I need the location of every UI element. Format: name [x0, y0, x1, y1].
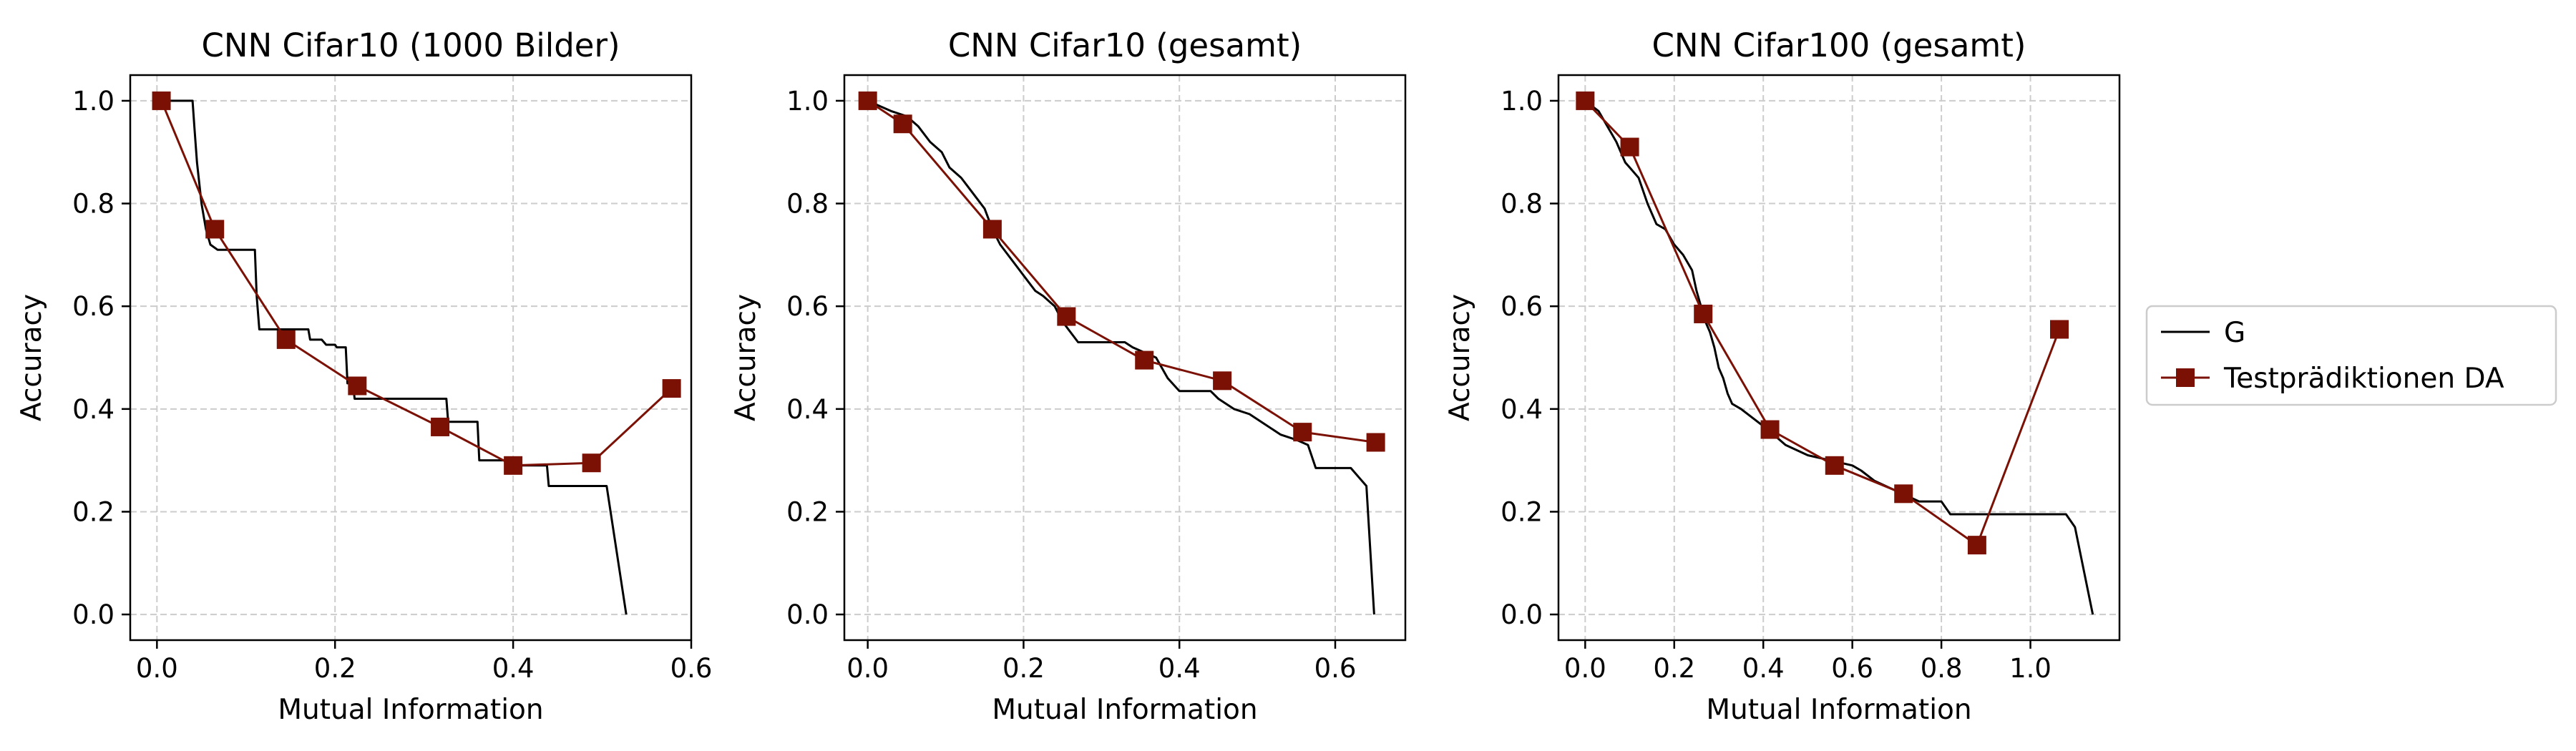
series-da-marker [1620, 137, 1639, 157]
x-tick-label: 0.0 [847, 653, 889, 684]
series-g-line [157, 99, 628, 615]
y-tick-label: 0.0 [786, 599, 829, 630]
legend-swatch-marker [2176, 368, 2195, 387]
plot-frame [843, 74, 1407, 642]
y-tick-label: 1.0 [786, 86, 829, 117]
series-da-marker [1366, 433, 1385, 452]
series-da-marker [982, 220, 1002, 239]
series-da-marker [504, 456, 523, 475]
chart-panel-1: 0.0 0.2 0.4 0.6 0.0 0.2 0.4 0.6 0.8 1.0 CNN Cifar1… [16, 26, 712, 726]
series-da-line [1584, 99, 2061, 546]
y-tick-label: 1.0 [1501, 86, 1543, 117]
x-axis-label: Mutual Information [1706, 694, 1971, 726]
series-da-marker [1694, 304, 1713, 323]
x-tick-label: 0.2 [1002, 653, 1045, 684]
chart-title: CNN Cifar10 (gesamt) [948, 26, 1302, 64]
x-tick-label: 0.4 [492, 653, 535, 684]
x-tick-label: 0.8 [1921, 653, 1963, 684]
x-tick-label: 0.2 [1653, 653, 1695, 684]
x-tick-label: 0.6 [1314, 653, 1357, 684]
series-da-line [160, 100, 673, 467]
series-da-marker [276, 330, 296, 349]
y-tick-label: 0.2 [786, 496, 829, 527]
y-tick-label: 0.2 [1501, 496, 1543, 527]
series-da-marker [1057, 307, 1076, 326]
series-da-marker [1135, 350, 1154, 370]
chart-title: CNN Cifar100 (gesamt) [1652, 26, 2026, 64]
series-da-marker [1894, 484, 1913, 504]
x-tick-label: 0.6 [1831, 653, 1873, 684]
series-da-marker [2050, 320, 2069, 339]
series-da-marker [1576, 91, 1595, 110]
chart-title: CNN Cifar10 (1000 Bilder) [201, 26, 620, 64]
y-tick-label: 0.2 [72, 496, 114, 527]
series-da-marker [152, 91, 171, 110]
x-tick-label: 0.2 [314, 653, 356, 684]
y-axis-label: Accuracy [730, 294, 762, 421]
y-tick-label: 0.8 [1501, 189, 1543, 220]
y-tick-label: 0.0 [1501, 599, 1543, 630]
x-tick-label: 0.4 [1742, 653, 1785, 684]
series-g-line [867, 99, 1375, 615]
y-tick-label: 0.6 [72, 291, 114, 322]
series-da-marker [582, 453, 601, 473]
chart-panel-3: 0.0 0.2 0.4 0.6 0.8 1.0 0.0 0.2 0.4 0.6 0.8 1.0 CNN … [1444, 26, 2121, 726]
chart-panel-2: 0.0 0.2 0.4 0.6 0.0 0.2 0.4 0.6 0.8 1.0 CNN Cifar1… [730, 26, 1407, 726]
y-tick-label: 0.4 [786, 394, 829, 425]
y-tick-label: 0.4 [1501, 394, 1543, 425]
series-da-marker [1760, 420, 1780, 439]
series-da-marker [348, 376, 367, 396]
series-da-marker [1213, 371, 1232, 391]
series-da-line [867, 99, 1376, 443]
series-da-marker [1967, 536, 1986, 555]
series-da-marker [858, 91, 877, 110]
x-tick-label: 0.6 [670, 653, 713, 684]
x-tick-label: 0.4 [1158, 653, 1201, 684]
series-da-marker [1825, 456, 1844, 475]
y-axis-label: Accuracy [16, 294, 48, 421]
plot-frame [129, 74, 693, 642]
y-axis-label: Accuracy [1444, 294, 1476, 421]
x-axis-label: Mutual Information [278, 694, 543, 726]
x-tick-label: 1.0 [2009, 653, 2051, 684]
y-tick-label: 0.6 [786, 291, 829, 322]
y-tick-label: 0.8 [786, 189, 829, 220]
legend-label: Testprädiktionen DA [2223, 363, 2504, 395]
series-da-marker [431, 417, 450, 436]
x-tick-label: 0.0 [1564, 653, 1606, 684]
series-da-marker [205, 220, 225, 239]
series-da-marker [893, 114, 912, 134]
x-axis-label: Mutual Information [992, 694, 1257, 726]
y-tick-label: 0.4 [72, 394, 114, 425]
plot-frame [1557, 74, 2121, 642]
y-tick-label: 0.6 [1501, 291, 1543, 322]
legend: G Testprädiktionen DA [2145, 305, 2557, 406]
x-tick-label: 0.0 [136, 653, 178, 684]
series-da-marker [662, 379, 681, 398]
y-tick-label: 1.0 [72, 86, 114, 117]
legend-box [2145, 305, 2557, 406]
series-da-marker [1293, 423, 1312, 442]
y-tick-label: 0.8 [72, 189, 114, 220]
legend-label: G [2224, 317, 2245, 349]
y-tick-label: 0.0 [72, 599, 114, 630]
series-g-line [1584, 99, 2094, 615]
